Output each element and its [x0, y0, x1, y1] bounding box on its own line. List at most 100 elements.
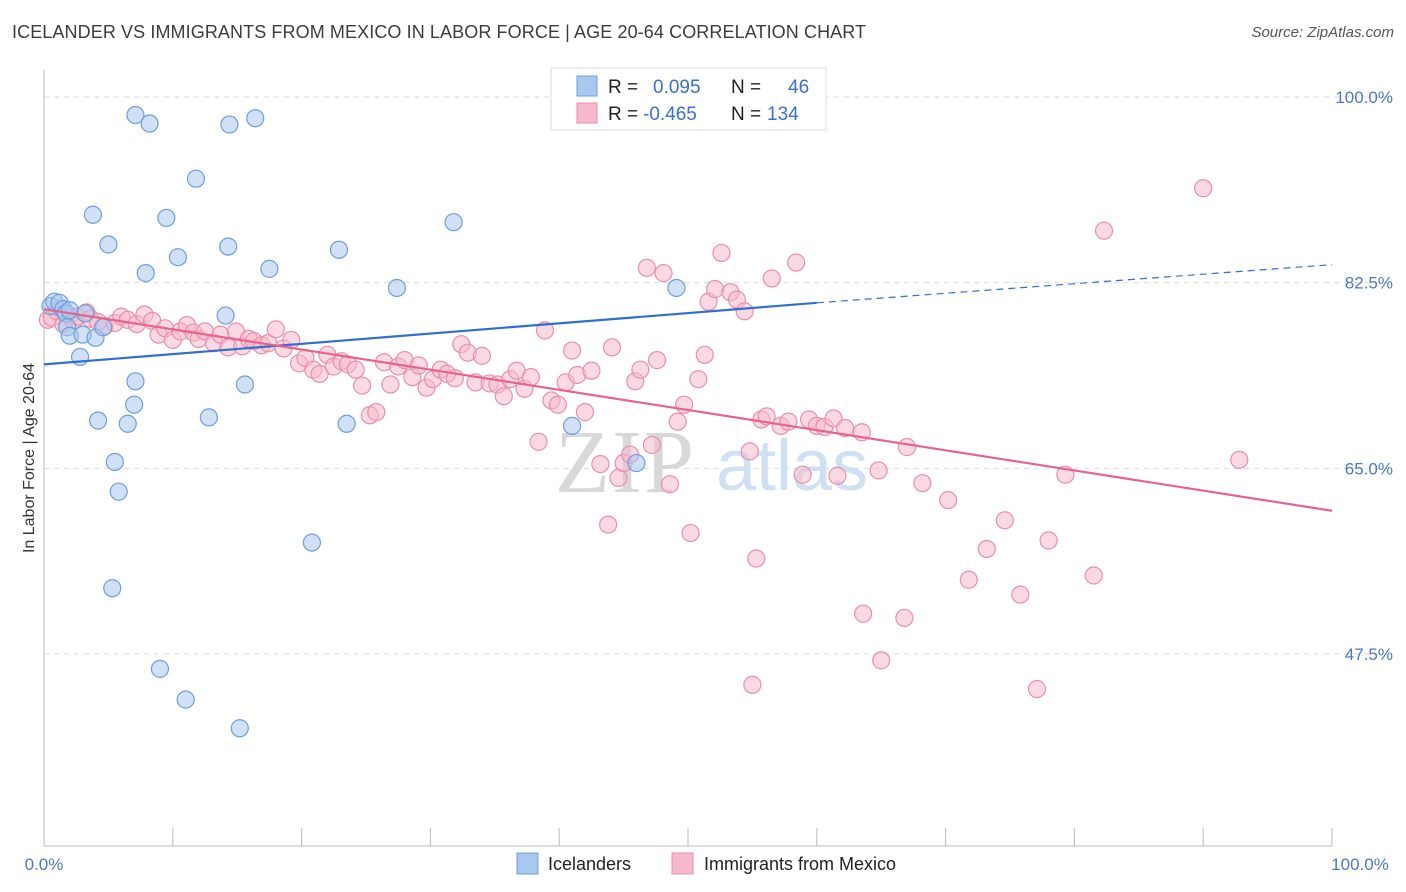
mexico-point — [1039, 531, 1058, 550]
legend-n-label-2: N = — [731, 104, 761, 125]
mexico-point — [1230, 450, 1249, 469]
y-axis-label: In Labor Force | Age 20-64 — [21, 363, 38, 553]
icelander-point — [109, 482, 128, 501]
y-tick-labels: 100.0% 82.5% 65.0% 47.5% — [1335, 88, 1393, 664]
y-tick-label: 82.5% — [1345, 274, 1393, 293]
mexico-point — [642, 435, 662, 455]
mexico-point — [872, 651, 891, 670]
trend-lines — [43, 264, 1333, 512]
legend-r-label-2: R = — [608, 104, 638, 125]
icelander-point — [329, 240, 349, 259]
legend-r-label-1: R = — [608, 77, 638, 98]
mexico-point — [582, 361, 601, 380]
mexico-point — [743, 675, 762, 694]
mexico-point — [1094, 221, 1114, 240]
mexico-point — [869, 461, 888, 480]
mexico-point — [836, 418, 855, 438]
mexico-point — [1011, 585, 1030, 604]
icelander-point — [444, 213, 463, 232]
mexico-point — [562, 341, 582, 360]
bottom-legend-swatch-mexico — [671, 852, 694, 875]
mexico-point — [854, 604, 873, 623]
y-tick-label: 65.0% — [1345, 459, 1393, 478]
mexico-point — [346, 360, 365, 379]
icelander-point — [136, 264, 155, 283]
icelander-points — [41, 105, 686, 738]
mexico-point — [660, 475, 680, 494]
x-tick-label-max: 100.0% — [1331, 855, 1389, 874]
legend-n-label-1: N = — [731, 77, 761, 98]
icelander-point — [99, 235, 118, 254]
icelander-point — [126, 372, 145, 391]
icelander-point — [103, 579, 122, 598]
icelander-point — [387, 278, 407, 298]
mexico-point — [793, 465, 812, 484]
icelander-point — [219, 237, 238, 256]
x-axis-ticks — [43, 828, 1333, 846]
icelander-point — [150, 659, 170, 678]
bottom-legend-label-icelanders: Icelanders — [548, 854, 631, 874]
mexico-point — [266, 320, 285, 339]
mexico-point — [977, 539, 996, 559]
y-tick-label: 47.5% — [1345, 645, 1393, 664]
icelander-point — [260, 259, 279, 278]
icelander-point — [83, 205, 103, 224]
y-tick-label: 100.0% — [1335, 88, 1393, 107]
icelander-trend-line — [43, 301, 817, 366]
mexico-point — [409, 356, 428, 375]
legend-n-value-1: 46 — [788, 77, 809, 98]
legend-n-value-2: 134 — [767, 104, 799, 125]
icelander-point — [140, 114, 159, 133]
mexico-point — [895, 608, 914, 628]
chart-source: Source: ZipAtlas.com — [1251, 24, 1394, 41]
legend-swatch-mexico — [576, 102, 598, 124]
mexico-point — [695, 345, 714, 364]
icelander-point — [186, 169, 206, 188]
mexico-point — [705, 279, 725, 299]
legend-r-value-2: -0.465 — [643, 104, 697, 125]
mexico-point — [959, 570, 978, 589]
mexico-point — [740, 442, 759, 461]
mexico-point — [472, 346, 492, 365]
legend-swatch-icelanders — [576, 75, 598, 97]
icelander-point — [235, 375, 255, 394]
mexico-point — [494, 387, 513, 406]
mexico-point — [381, 375, 400, 394]
icelander-point — [562, 416, 582, 435]
icelander-point — [246, 109, 265, 128]
mexico-point — [367, 403, 386, 422]
bottom-legend-label-mexico: Immigrants from Mexico — [704, 854, 896, 874]
mexico-point — [747, 549, 766, 568]
x-tick-label-min: 0.0% — [25, 855, 64, 874]
icelander-point — [168, 248, 188, 267]
icelander-point — [627, 453, 646, 473]
icelander-point — [94, 318, 113, 337]
icelander-point — [176, 690, 195, 709]
mexico-point — [535, 321, 555, 340]
mexico-point — [654, 264, 673, 283]
icelander-point — [157, 208, 176, 228]
icelander-point — [230, 719, 249, 738]
mexico-point — [1027, 679, 1047, 699]
mexico-point — [575, 403, 595, 422]
mexico-point — [599, 515, 618, 534]
mexico-point — [828, 466, 847, 485]
mexico-point — [637, 258, 656, 277]
icelander-point — [118, 414, 137, 433]
mexico-point — [913, 474, 932, 493]
mexico-point — [591, 454, 610, 474]
mexico-point — [681, 523, 700, 543]
mexico-point — [689, 370, 708, 389]
legend: R = 0.095 N = 46 R = -0.465 N = 134 — [550, 67, 827, 131]
chart-title: ICELANDER VS IMMIGRANTS FROM MEXICO IN L… — [12, 22, 867, 42]
mexico-point — [521, 367, 540, 387]
icelander-point — [667, 278, 686, 298]
mexico-point — [735, 302, 754, 321]
icelander-point — [199, 408, 218, 427]
mexico-point — [668, 412, 687, 431]
mexico-point — [939, 491, 958, 510]
mexico-point — [602, 338, 622, 357]
icelander-point — [302, 533, 322, 552]
bottom-legend: Icelanders Immigrants from Mexico — [516, 852, 896, 875]
